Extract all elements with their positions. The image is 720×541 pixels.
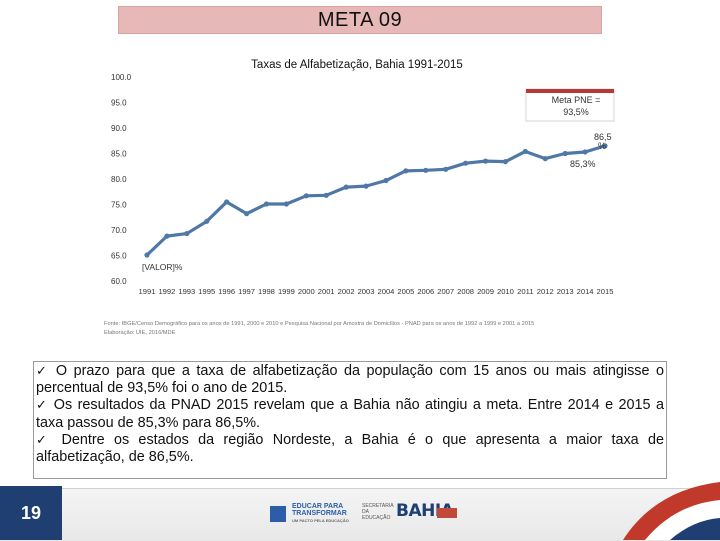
data-point bbox=[423, 167, 429, 173]
y-tick-label: 65.0 bbox=[111, 252, 127, 261]
x-axis: 1991 1992 1993 1995 1996 1997 1998 1999 2000 2001… bbox=[139, 287, 614, 296]
data-point bbox=[204, 218, 210, 224]
x-tick-label: 2001 bbox=[318, 287, 335, 296]
chart-title: Taxas de Alfabetização, Bahia 1991-2015 bbox=[251, 59, 463, 71]
meta-pne-callout: Meta PNE = 93,5% bbox=[525, 88, 615, 122]
data-label-1991: [VALOR]% bbox=[142, 262, 183, 272]
x-tick-label: 1997 bbox=[238, 287, 255, 296]
y-tick-label: 75.0 bbox=[111, 201, 127, 210]
check-icon: ✓ bbox=[36, 432, 53, 448]
x-tick-label: 2000 bbox=[298, 287, 315, 296]
bullet-2-text: Os resultados da PNAD 2015 revelam que a… bbox=[36, 397, 664, 431]
conclusions-box: ✓ O prazo para que a taxa de alfabetizaç… bbox=[33, 361, 667, 479]
data-point bbox=[562, 150, 568, 157]
data-point bbox=[144, 252, 150, 258]
bullet-1: ✓ O prazo para que a taxa de alfabetizaç… bbox=[36, 363, 664, 397]
x-tick-label: 2011 bbox=[517, 287, 533, 296]
data-point bbox=[303, 193, 309, 199]
data-point bbox=[363, 183, 369, 189]
bullet-3: ✓ Dentre os estados da região Nordeste, … bbox=[36, 432, 664, 466]
x-tick-label: 1993 bbox=[178, 287, 195, 296]
page-number: 19 bbox=[0, 486, 62, 540]
data-point bbox=[502, 159, 509, 165]
data-label-2014: 85,3% bbox=[570, 159, 596, 169]
y-axis: 100.0 95.0 90.0 85.0 80.0 75.0 70.0 65.0 60.0 bbox=[111, 73, 132, 286]
x-tick-label: 2013 bbox=[557, 287, 574, 296]
data-point bbox=[164, 233, 170, 239]
x-tick-label: 2014 bbox=[577, 287, 594, 296]
y-tick-label: 85.0 bbox=[111, 150, 127, 159]
educar-para-transformar-logo: EDUCAR PARA TRANSFORMAR UM PACTO PELA ED… bbox=[270, 503, 352, 524]
chart-source: Fonte: IBGE/Censo Demográfico para os an… bbox=[104, 321, 534, 327]
bahia-flag-icon bbox=[437, 508, 457, 518]
x-tick-label: 1999 bbox=[278, 287, 295, 296]
y-tick-label: 90.0 bbox=[111, 124, 127, 133]
y-tick-label: 100.0 bbox=[111, 73, 132, 82]
x-tick-label: 2008 bbox=[457, 287, 474, 296]
logo-a-line1: EDUCAR PARA bbox=[292, 503, 344, 510]
x-tick-label: 2012 bbox=[537, 287, 554, 296]
x-tick-label: 2009 bbox=[477, 287, 494, 296]
bullet-1-text: O prazo para que a taxa de alfabetização… bbox=[36, 363, 664, 397]
secretaria-logo: SECRETARIA DA EDUCAÇÃO bbox=[362, 503, 394, 521]
x-tick-label: 2006 bbox=[417, 287, 434, 296]
data-point bbox=[403, 168, 409, 174]
y-tick-label: 95.0 bbox=[111, 99, 127, 108]
data-point bbox=[443, 166, 449, 172]
data-point bbox=[582, 149, 588, 155]
x-tick-label: 2002 bbox=[338, 287, 355, 296]
x-tick-label: 2010 bbox=[497, 287, 514, 296]
data-point bbox=[243, 211, 250, 217]
y-tick-label: 70.0 bbox=[111, 226, 127, 235]
check-icon: ✓ bbox=[36, 364, 50, 379]
data-label-2015-a: 86,5 bbox=[594, 132, 612, 142]
data-point bbox=[184, 230, 190, 237]
y-tick-label: 60.0 bbox=[111, 277, 127, 286]
meta-pne-line2: 93,5% bbox=[563, 107, 589, 117]
x-tick-label: 1992 bbox=[158, 287, 175, 296]
data-point bbox=[283, 201, 289, 207]
data-point bbox=[224, 199, 230, 205]
x-tick-label: 1998 bbox=[258, 287, 275, 296]
data-label-2015-b: % bbox=[598, 141, 606, 151]
data-point bbox=[482, 158, 489, 164]
slide-title: META 09 bbox=[317, 8, 403, 31]
data-point bbox=[602, 143, 608, 149]
x-tick-label: 1991 bbox=[139, 287, 156, 296]
corner-decoration-icon bbox=[623, 482, 720, 540]
x-tick-label: 2005 bbox=[397, 287, 414, 296]
x-tick-label: 1996 bbox=[218, 287, 235, 296]
x-tick-label: 2015 bbox=[597, 287, 614, 296]
chart-credit: Elaboração: UIE, 2016/MDE bbox=[104, 330, 176, 336]
bullet-3-text: Dentre os estados da região Nordeste, a … bbox=[36, 431, 664, 466]
data-point bbox=[542, 156, 548, 162]
logo-mark-icon bbox=[270, 505, 286, 522]
x-tick-label: 1995 bbox=[198, 287, 215, 296]
data-point bbox=[383, 177, 389, 184]
data-point bbox=[263, 201, 270, 207]
x-tick-label: 2007 bbox=[437, 287, 454, 296]
footer-bar bbox=[0, 488, 720, 541]
x-tick-label: 2003 bbox=[358, 287, 375, 296]
data-point bbox=[343, 184, 349, 190]
literacy-line-chart: Taxas de Alfabetização, Bahia 1991-2015 … bbox=[104, 59, 615, 336]
data-point bbox=[323, 192, 329, 198]
check-icon: ✓ bbox=[36, 398, 49, 414]
slide-title-banner: META 09 bbox=[118, 6, 602, 34]
data-point bbox=[463, 160, 469, 166]
data-point bbox=[522, 148, 528, 155]
logo-a-line2: TRANSFORMAR bbox=[292, 510, 347, 517]
meta-pne-line1: Meta PNE = bbox=[552, 95, 601, 105]
y-tick-label: 80.0 bbox=[111, 175, 127, 184]
series-points bbox=[144, 143, 608, 258]
bullet-2: ✓ Os resultados da PNAD 2015 revelam que… bbox=[36, 397, 664, 431]
logo-a-sub: UM PACTO PELA EDUCAÇÃO bbox=[292, 518, 349, 523]
x-tick-label: 2004 bbox=[378, 287, 395, 296]
series-line-bahia bbox=[145, 144, 606, 257]
